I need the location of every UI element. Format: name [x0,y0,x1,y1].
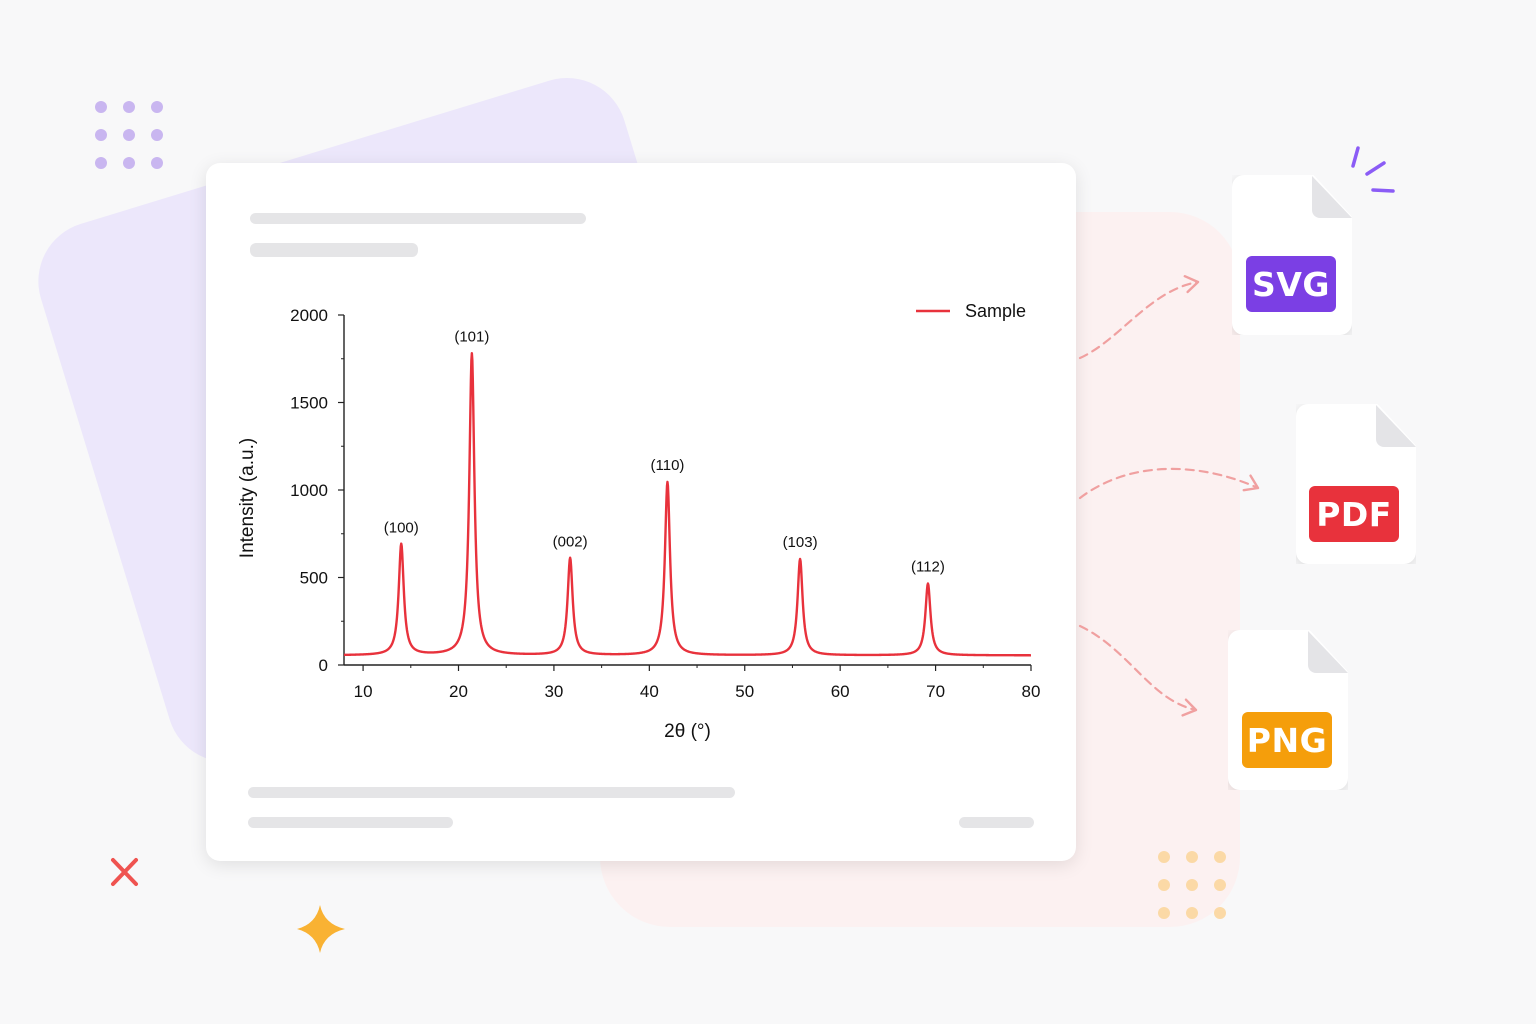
peak-label: (112) [911,559,945,576]
document-page [206,163,1076,861]
x-tick-label: 60 [831,682,850,701]
arrow-head-icon [1181,698,1198,717]
arrow-head-icon [1183,275,1200,294]
peak-label: (100) [384,519,419,536]
decor-dot [1186,851,1198,863]
decor-dot [123,157,135,169]
sparkle-dash-icon [1365,161,1386,176]
y-tick-label: 1500 [290,394,328,413]
decor-dot [1214,851,1226,863]
star-sparkle-icon [297,905,345,953]
decor-dot [1186,879,1198,891]
decor-dot [1158,879,1170,891]
decor-dot [1158,907,1170,919]
placeholder-line [959,817,1034,828]
cross-icon [111,858,138,886]
x-axis-label: 2θ (°) [664,721,711,742]
dashed-arrow [1078,467,1260,500]
peak-label: (002) [553,533,588,550]
x-tick-label: 40 [640,682,659,701]
svg-export-badge[interactable]: SVG [1246,256,1336,312]
placeholder-line [248,787,735,798]
x-tick-label: 30 [544,682,563,701]
placeholder-line [250,213,586,224]
sparkle-dash-icon [1371,188,1395,193]
peak-label: (103) [783,534,818,551]
y-tick-label: 500 [300,569,328,588]
decor-dot [1186,907,1198,919]
legend-label: Sample [965,301,1026,321]
pdf-export-badge[interactable]: PDF [1309,486,1399,542]
x-tick-label: 20 [449,682,468,701]
png-export-badge[interactable]: PNG [1242,712,1332,768]
decor-dot [95,129,107,141]
x-tick-label: 10 [354,682,373,701]
decor-dot [151,157,163,169]
placeholder-line [248,817,453,828]
x-tick-label: 80 [1022,682,1041,701]
peak-label: (101) [454,329,489,346]
decor-dot [123,101,135,113]
decor-dot [151,101,163,113]
y-tick-label: 2000 [290,306,328,325]
sparkle-dash-icon [1351,146,1360,168]
x-tick-label: 50 [735,682,754,701]
series-line-sample [343,351,1032,657]
peak-label: (110) [651,457,685,474]
y-axis-label: Intensity (a.u.) [237,438,258,558]
dashed-arrow [1078,280,1200,360]
decor-dot [1158,851,1170,863]
decor-dot [95,101,107,113]
arrow-head-icon [1242,474,1260,492]
decor-dot [1214,907,1226,919]
xrd-chart: 0 500 1000 1500 2000 10 20 30 40 50 60 70 80 2θ (°) In… [237,301,1041,742]
decor-dot [1214,879,1226,891]
decor-dot [151,129,163,141]
x-tick-label: 70 [926,682,945,701]
placeholder-line [250,243,418,257]
y-tick-label: 0 [319,656,328,675]
y-tick-label: 1000 [290,481,328,500]
decor-dot [95,157,107,169]
decor-dot [123,129,135,141]
dashed-arrow [1078,624,1198,712]
